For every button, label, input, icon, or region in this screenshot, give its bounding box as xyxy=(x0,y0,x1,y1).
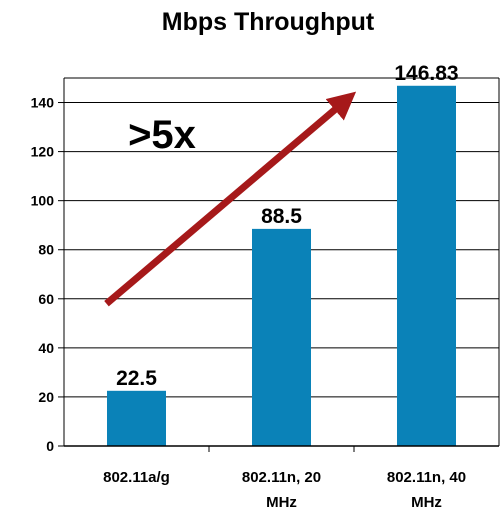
y-tick-label: 40 xyxy=(38,340,54,356)
x-tick-label: MHz xyxy=(266,494,297,511)
y-tick-label: 80 xyxy=(38,242,54,258)
x-tick-label: 802.11n, 20 xyxy=(242,469,321,486)
x-tick-labels: 802.11a/g 802.11n, 20 MHz 802.11n, 40 MHz xyxy=(103,469,466,511)
data-label: 146.83 xyxy=(394,62,458,85)
y-tick-label: 120 xyxy=(31,144,55,160)
y-tick-labels: 0 20 40 60 80 100 120 140 xyxy=(31,95,55,454)
growth-arrow xyxy=(104,91,357,307)
x-tick-label: MHz xyxy=(411,494,442,511)
annotation: >5x xyxy=(104,91,357,307)
bars xyxy=(107,85,456,446)
x-tick-label: 802.11a/g xyxy=(103,469,170,486)
data-label: 88.5 xyxy=(261,205,302,228)
chart-title: Mbps Throughput xyxy=(162,8,375,36)
x-tick-label: 802.11n, 40 xyxy=(387,469,466,486)
y-tick-label: 140 xyxy=(31,95,55,111)
annotation-text: >5x xyxy=(128,113,196,157)
y-tick-label: 0 xyxy=(46,438,54,454)
y-tick-label: 100 xyxy=(31,193,55,209)
y-tick-label: 20 xyxy=(38,389,54,405)
data-labels: 22.5 88.5 146.83 xyxy=(116,62,459,390)
bar xyxy=(107,390,166,446)
axes xyxy=(58,77,500,452)
bar xyxy=(397,85,456,446)
bar xyxy=(252,228,311,446)
y-tick-label: 60 xyxy=(38,291,54,307)
data-label: 22.5 xyxy=(116,367,157,390)
